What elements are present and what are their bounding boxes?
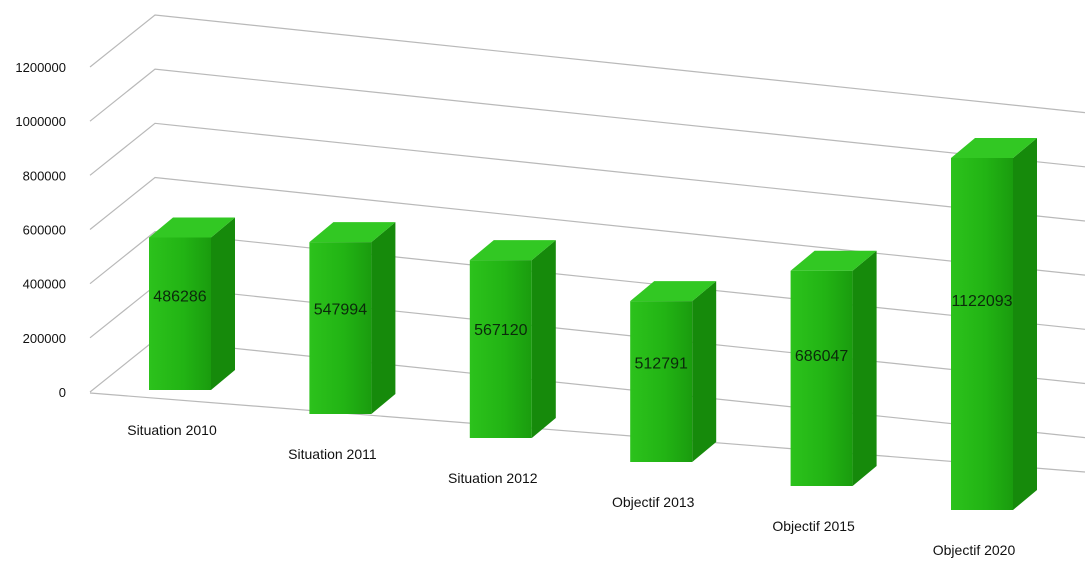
- bar-side-face: [211, 217, 235, 390]
- bar: [149, 217, 235, 390]
- gridline: [89, 231, 1085, 330]
- bar-top-face: [630, 281, 717, 302]
- bar-side-face: [692, 281, 717, 462]
- gridline: [89, 339, 1085, 439]
- x-axis-categories: Situation 2010 Situation 2011 Situation …: [127, 422, 1015, 558]
- bar-front-face: [951, 158, 1013, 510]
- category-label: Situation 2011: [288, 446, 377, 462]
- y-tick-label: 600000: [23, 223, 66, 238]
- bar-top-face: [951, 138, 1037, 158]
- bar-side-face: [531, 240, 556, 438]
- data-labels: 486286 547994 567120 512791 686047 11220…: [153, 289, 1012, 373]
- bar-side-face: [852, 250, 877, 486]
- bars: [149, 138, 1037, 510]
- bar-side-face: [1013, 138, 1037, 510]
- y-axis-ticks: 0 200000 400000 600000 800000 1000000 12…: [15, 60, 66, 400]
- gridline: [89, 176, 1085, 276]
- bar-side-face: [371, 222, 396, 414]
- bar: [630, 281, 717, 462]
- y-tick-label: 1200000: [15, 60, 66, 75]
- y-tick-label: 400000: [23, 277, 66, 292]
- bar-top-face: [790, 250, 877, 271]
- bar-top-face: [309, 222, 396, 243]
- gridline: [89, 68, 1085, 168]
- bar-front-face: [309, 242, 372, 414]
- data-label: 567120: [474, 322, 527, 339]
- gridline: [89, 285, 1085, 385]
- floor-line: [89, 392, 1085, 473]
- gridline: [89, 14, 1085, 114]
- data-label: 512791: [635, 356, 688, 373]
- bar-front-face: [149, 237, 211, 390]
- y-tick-label: 0: [59, 385, 66, 400]
- data-label: 547994: [314, 301, 367, 318]
- gridlines: [89, 14, 1085, 473]
- bar: [951, 138, 1037, 510]
- data-label: 1122093: [951, 293, 1012, 310]
- data-label: 686047: [795, 348, 848, 365]
- data-label: 486286: [153, 289, 206, 306]
- bar: [469, 240, 556, 438]
- bar: [309, 222, 396, 414]
- bar-front-face: [790, 270, 853, 486]
- bar-front-face: [469, 260, 532, 438]
- category-label: Objectif 2015: [772, 518, 855, 534]
- y-tick-label: 200000: [23, 331, 66, 346]
- bar-front-face: [630, 301, 693, 462]
- gridline: [89, 122, 1085, 222]
- y-tick-label: 800000: [23, 168, 66, 183]
- category-label: Situation 2010: [127, 422, 217, 438]
- bar: [790, 250, 877, 486]
- category-label: Objectif 2013: [612, 494, 695, 510]
- bar-top-face: [149, 217, 235, 238]
- bar-top-face: [469, 240, 556, 261]
- y-tick-label: 1000000: [15, 114, 66, 129]
- category-label: Situation 2012: [448, 470, 538, 486]
- category-label: Objectif 2020: [933, 542, 1016, 558]
